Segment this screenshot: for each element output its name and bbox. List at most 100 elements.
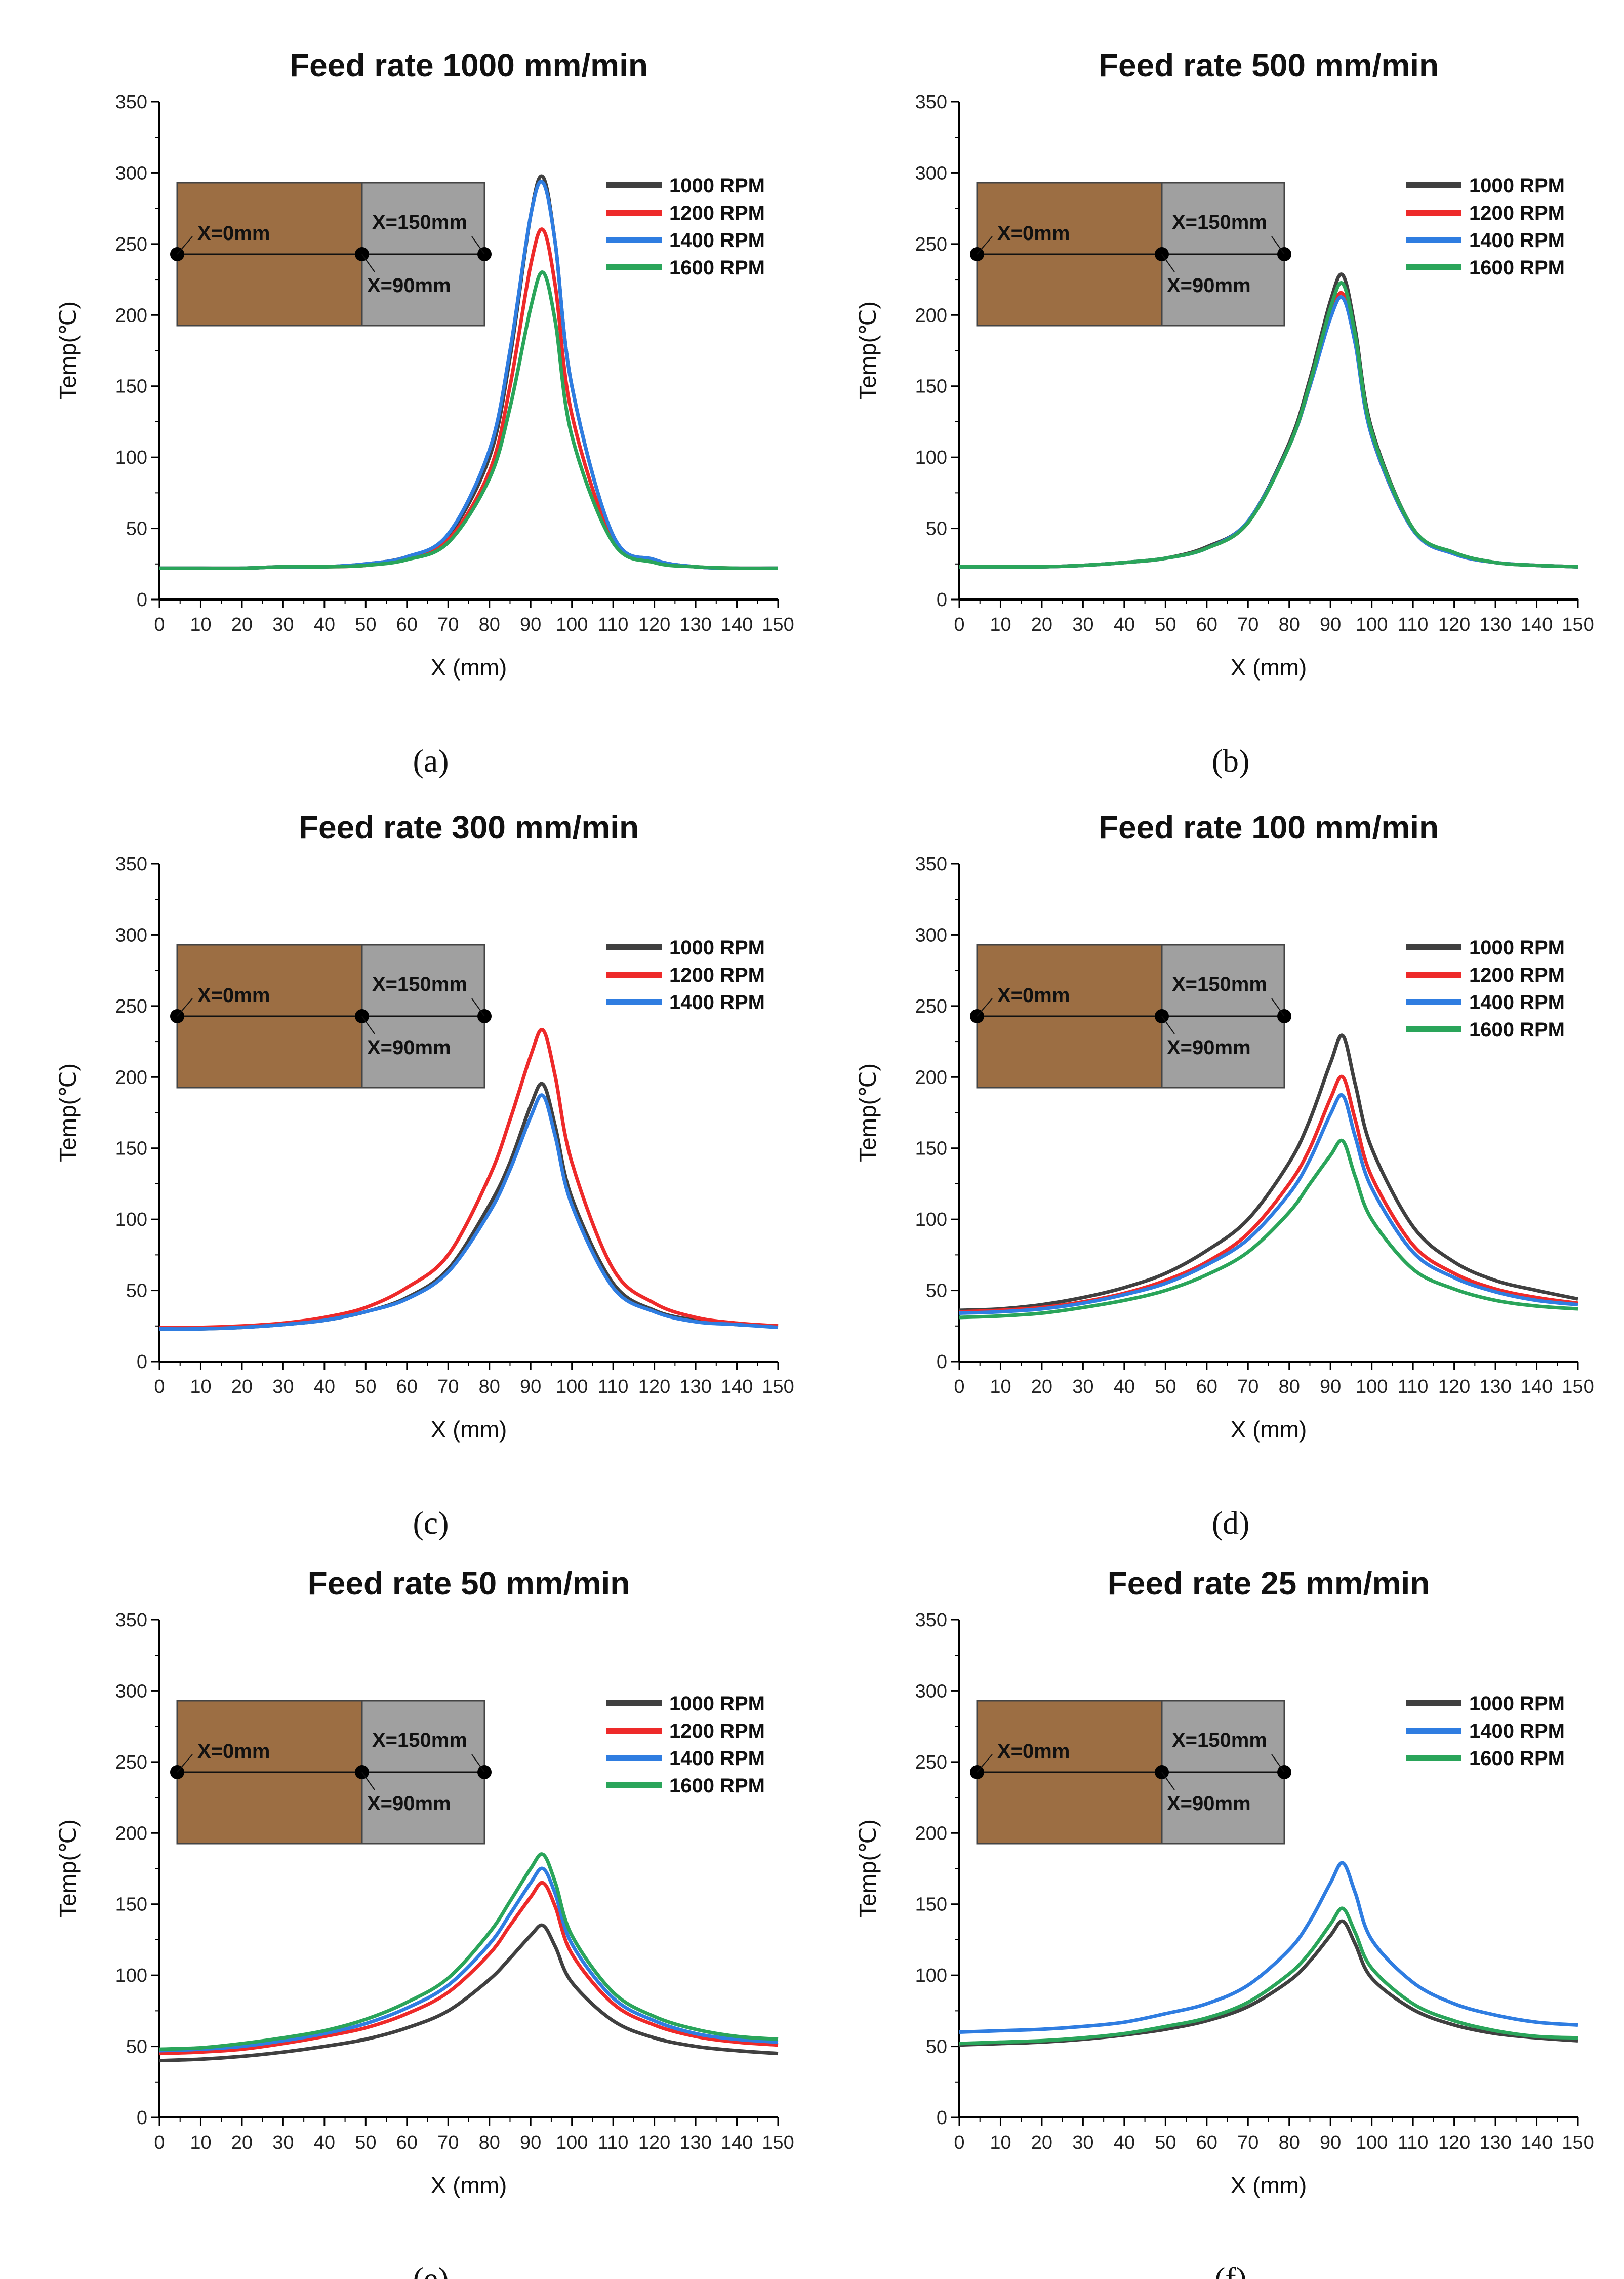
inset-label-end: X=150mm <box>1172 973 1267 995</box>
y-tick-label: 150 <box>115 1894 147 1915</box>
x-tick-label: 0 <box>954 614 964 635</box>
x-tick-label: 40 <box>314 614 335 635</box>
x-tick-label: 80 <box>479 1376 500 1397</box>
y-tick-label: 350 <box>115 854 147 875</box>
chart-title: Feed rate 1000 mm/min <box>290 47 648 84</box>
legend-label: 1200 RPM <box>1469 202 1565 224</box>
y-tick-label: 200 <box>115 305 147 326</box>
leader-line <box>471 998 485 1017</box>
chart-panel-6: Feed rate 25 mm/min050100150200250300350… <box>855 1565 1594 2279</box>
x-tick-label: 150 <box>762 614 794 635</box>
x-tick-label: 120 <box>638 1376 670 1397</box>
x-tick-label: 20 <box>231 2132 253 2153</box>
x-tick-label: 10 <box>190 2132 211 2153</box>
legend-label: 1600 RPM <box>1469 257 1565 279</box>
leader-line <box>1271 1754 1285 1773</box>
y-tick-label: 150 <box>115 376 147 397</box>
x-tick-label: 50 <box>355 2132 376 2153</box>
x-tick-label: 90 <box>520 1376 541 1397</box>
x-tick-label: 150 <box>1562 2132 1594 2153</box>
inset-label-joint: X=90mm <box>367 1036 451 1059</box>
x-tick-label: 50 <box>355 614 376 635</box>
series-line-1000-rpm <box>959 1033 1578 1312</box>
chart-panel-4: Feed rate 100 mm/min05010015020025030035… <box>855 809 1594 1541</box>
x-tick-label: 70 <box>437 2132 459 2153</box>
x-tick-label: 140 <box>721 2132 753 2153</box>
x-tick-label: 30 <box>272 1376 294 1397</box>
x-tick-label: 50 <box>1155 2132 1176 2153</box>
legend-label: 1400 RPM <box>669 1747 765 1770</box>
leader-line <box>1271 998 1285 1017</box>
x-tick-label: 110 <box>1398 1376 1429 1397</box>
x-tick-label: 30 <box>272 2132 294 2153</box>
workpiece-inset: X=0mm X=150mm X=90mm <box>970 1700 1291 1845</box>
y-tick-label: 100 <box>115 1209 147 1230</box>
x-tick-label: 60 <box>1196 614 1217 635</box>
leader-line <box>977 1754 993 1773</box>
x-tick-label: 0 <box>954 1376 964 1397</box>
y-tick-label: 350 <box>915 92 947 113</box>
x-tick-label: 50 <box>1155 1376 1176 1397</box>
y-tick-label: 50 <box>126 518 147 540</box>
series-line-1000-rpm <box>159 1923 779 2063</box>
leader-line <box>361 1772 375 1790</box>
x-tick-label: 60 <box>1196 1376 1217 1397</box>
y-tick-label: 200 <box>915 1067 947 1088</box>
x-tick-label: 20 <box>1031 1376 1052 1397</box>
leader-line <box>361 254 375 272</box>
x-tick-label: 0 <box>154 614 165 635</box>
y-tick-label: 250 <box>915 1752 947 1773</box>
x-axis-label: X (mm) <box>1231 1416 1307 1443</box>
inset-label-joint: X=90mm <box>1167 1036 1251 1059</box>
leader-line <box>361 1016 375 1034</box>
y-axis-label: Temp(℃) <box>55 301 81 400</box>
panel-caption: (c) <box>413 1505 449 1541</box>
panel-caption: (d) <box>1212 1505 1250 1541</box>
x-tick-label: 50 <box>1155 614 1176 635</box>
y-tick-label: 100 <box>915 1965 947 1986</box>
x-tick-label: 150 <box>1562 614 1594 635</box>
y-tick-label: 250 <box>915 234 947 255</box>
x-tick-label: 40 <box>1114 1376 1135 1397</box>
x-tick-label: 40 <box>314 1376 335 1397</box>
workpiece-inset: X=0mm X=150mm X=90mm <box>970 944 1291 1089</box>
x-axis-label: X (mm) <box>431 1416 507 1443</box>
leader-line <box>177 998 193 1017</box>
x-tick-label: 10 <box>990 614 1011 635</box>
x-tick-label: 80 <box>1279 614 1300 635</box>
y-tick-label: 200 <box>915 1823 947 1844</box>
x-tick-label: 110 <box>598 1376 629 1397</box>
series-line-1400-rpm <box>959 295 1578 569</box>
legend-label: 1600 RPM <box>669 257 765 279</box>
series-line-1200-rpm <box>959 291 1578 569</box>
chart-title: Feed rate 100 mm/min <box>1099 809 1439 846</box>
series-line-1400-rpm <box>159 1866 779 2053</box>
x-tick-label: 0 <box>954 2132 964 2153</box>
legend-label: 1400 RPM <box>669 229 765 252</box>
x-tick-label: 110 <box>1398 2132 1429 2153</box>
x-tick-label: 20 <box>231 1376 253 1397</box>
inset-label-joint: X=90mm <box>367 274 451 297</box>
x-tick-label: 130 <box>679 614 711 635</box>
y-tick-label: 250 <box>915 996 947 1017</box>
x-tick-label: 100 <box>556 614 588 635</box>
legend-label: 1400 RPM <box>1469 229 1565 252</box>
x-tick-label: 100 <box>1356 1376 1388 1397</box>
y-tick-label: 0 <box>937 2107 947 2129</box>
x-tick-label: 70 <box>1237 2132 1258 2153</box>
x-tick-label: 120 <box>1438 1376 1470 1397</box>
series-line-1400-rpm <box>959 1093 1578 1315</box>
chart-panel-5: Feed rate 50 mm/min050100150200250300350… <box>55 1565 794 2279</box>
x-tick-label: 40 <box>1114 614 1135 635</box>
y-tick-label: 100 <box>915 447 947 468</box>
y-axis-label: Temp(℃) <box>855 1819 881 1918</box>
x-tick-label: 70 <box>1237 1376 1258 1397</box>
workpiece-inset: X=0mm X=150mm X=90mm <box>170 944 492 1089</box>
leader-line <box>1161 254 1175 272</box>
x-tick-label: 150 <box>762 2132 794 2153</box>
y-axis-label: Temp(℃) <box>55 1063 81 1162</box>
y-tick-label: 150 <box>915 376 947 397</box>
y-tick-label: 50 <box>926 518 947 540</box>
x-tick-label: 90 <box>1320 2132 1341 2153</box>
series-line-1000-rpm <box>959 1919 1578 2047</box>
